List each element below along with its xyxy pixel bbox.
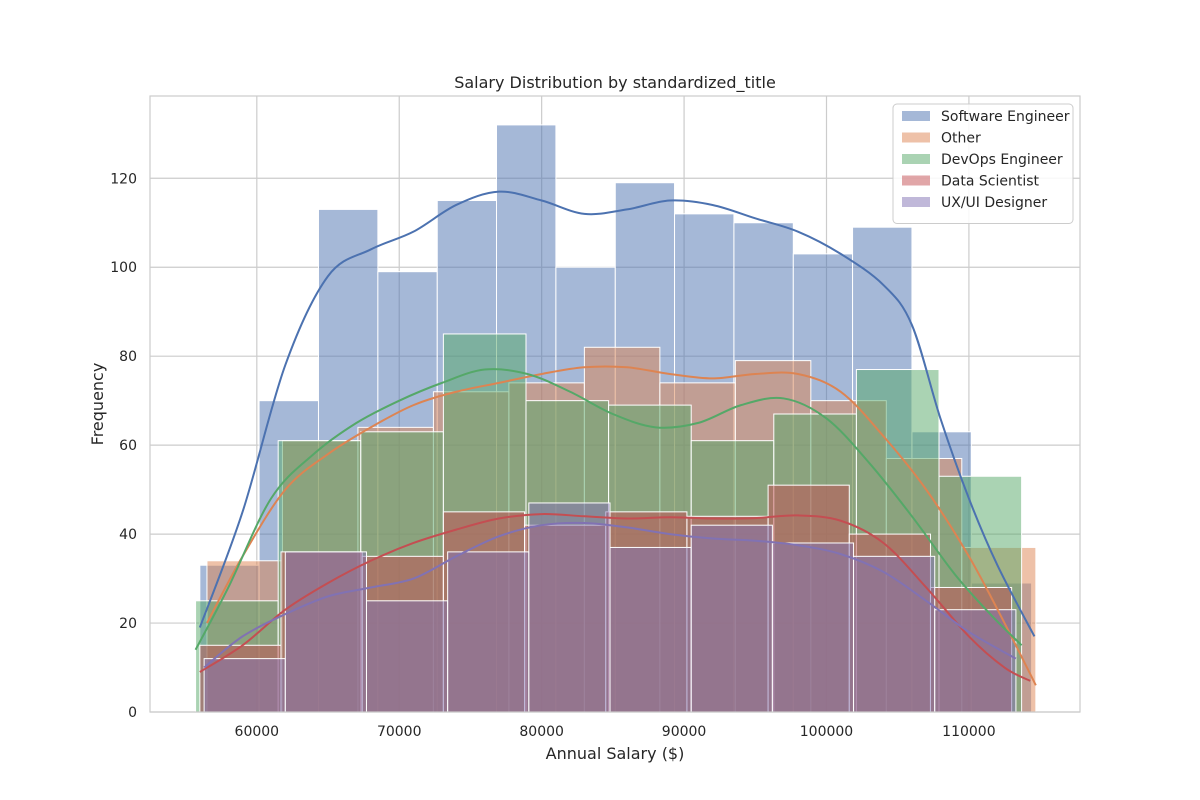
y-tick-label: 0 bbox=[128, 705, 137, 721]
histogram-bar bbox=[447, 551, 530, 713]
kde-lines bbox=[194, 190, 1037, 686]
histogram-bar bbox=[934, 609, 1017, 713]
legend-swatch bbox=[902, 111, 930, 121]
y-tick-label: 60 bbox=[119, 438, 137, 454]
y-axis-label: Frequency bbox=[88, 363, 107, 446]
histogram-bar bbox=[365, 600, 449, 713]
x-axis-label: Annual Salary ($) bbox=[546, 744, 685, 763]
legend-label: Data Scientist bbox=[941, 174, 1040, 190]
y-tick-label: 100 bbox=[110, 260, 137, 276]
legend-box bbox=[892, 103, 1074, 224]
kde-line-0 bbox=[198, 190, 1036, 637]
kde-line-1 bbox=[206, 365, 1037, 686]
x-tick-label: 110000 bbox=[942, 724, 995, 740]
y-tick-label: 80 bbox=[119, 349, 137, 365]
legend-swatch bbox=[902, 197, 930, 207]
legend-label: Software Engineer bbox=[941, 109, 1070, 125]
histogram-bar bbox=[690, 524, 773, 713]
legend: Software Engineer Other DevOps Engineer Dat… bbox=[892, 103, 1074, 224]
histogram-bars bbox=[195, 124, 1037, 713]
legend-swatch bbox=[902, 175, 930, 186]
kde-line-2 bbox=[194, 368, 1023, 651]
histogram-bar bbox=[528, 502, 611, 713]
chart-title: Salary Distribution by standardized_titl… bbox=[454, 73, 776, 93]
histogram-bar bbox=[853, 555, 936, 713]
y-tick-label: 20 bbox=[119, 616, 137, 632]
plot-frame bbox=[149, 95, 1081, 713]
histogram-bar bbox=[609, 546, 692, 713]
tick-labels: 60000 70000 80000 90000 100000 110000 0 20 40 60 8… bbox=[110, 171, 995, 740]
histogram-bar bbox=[284, 551, 367, 713]
x-tick-label: 70000 bbox=[377, 724, 422, 740]
kde-line-4 bbox=[203, 521, 1017, 669]
histogram-bar bbox=[203, 658, 286, 713]
y-tick-label: 40 bbox=[119, 527, 137, 543]
legend-label: UX/UI Designer bbox=[941, 195, 1047, 211]
legend-swatch bbox=[902, 154, 930, 164]
legend-swatch bbox=[902, 132, 930, 143]
x-tick-label: 60000 bbox=[235, 724, 280, 740]
x-tick-label: 80000 bbox=[519, 724, 564, 740]
legend-label: DevOps Engineer bbox=[941, 152, 1063, 168]
histogram-bar bbox=[771, 542, 855, 713]
x-tick-label: 100000 bbox=[800, 724, 853, 740]
y-tick-label: 120 bbox=[110, 171, 137, 187]
x-tick-label: 90000 bbox=[662, 724, 707, 740]
kde-line-3 bbox=[199, 513, 1031, 682]
legend-label: Other bbox=[941, 131, 981, 147]
